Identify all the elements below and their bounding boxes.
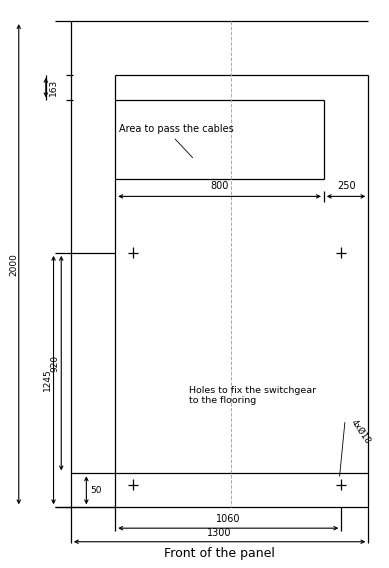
Text: 250: 250 [337, 181, 356, 191]
Text: 1245: 1245 [43, 369, 52, 391]
Text: 4xØ18: 4xØ18 [349, 417, 372, 445]
Text: Area to pass the cables: Area to pass the cables [119, 124, 234, 134]
Text: 920: 920 [51, 354, 60, 371]
Text: 50: 50 [90, 486, 102, 495]
Text: 1300: 1300 [207, 528, 232, 538]
Text: 800: 800 [210, 181, 229, 191]
Text: Holes to fix the switchgear
to the flooring: Holes to fix the switchgear to the floor… [189, 386, 316, 405]
Text: 2000: 2000 [9, 253, 18, 275]
Text: Front of the panel: Front of the panel [164, 547, 275, 560]
Text: 1060: 1060 [216, 513, 240, 524]
Text: 163: 163 [49, 79, 58, 96]
